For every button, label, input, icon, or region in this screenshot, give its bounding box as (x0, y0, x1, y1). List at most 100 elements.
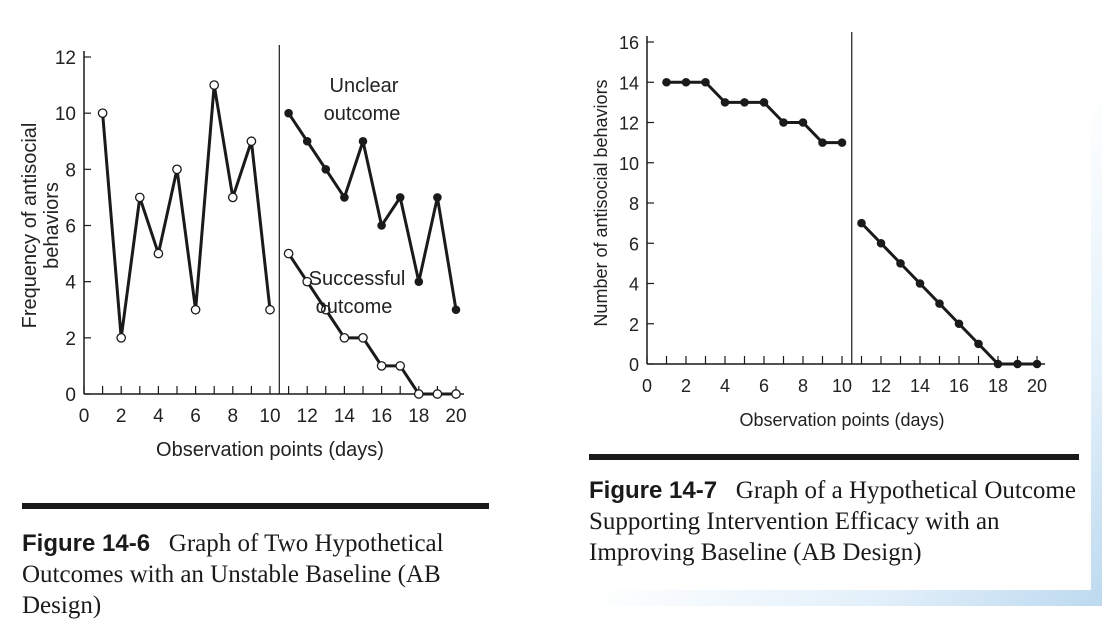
data-point (284, 108, 293, 118)
data-point (246, 136, 257, 147)
figure-14-7-panel: 0 2 4 6 8 10 12 14 16 18 20 0 2 4 6 8 10 12 14 16 Observatio… (565, 18, 1091, 590)
data-point (134, 192, 145, 203)
data-point (1032, 359, 1042, 369)
data-point (116, 332, 127, 343)
data-point (413, 389, 424, 399)
annotation-label: Successful (309, 268, 406, 290)
data-point (172, 164, 182, 175)
series-line (101, 83, 272, 340)
x-tick-label: 10 (832, 376, 852, 396)
y-tick-label: 8 (65, 160, 76, 181)
x-tick-label: 4 (720, 376, 730, 396)
annotation-label: outcome (316, 296, 393, 318)
data-point (974, 339, 983, 349)
data-point (701, 77, 710, 87)
data-point (320, 304, 331, 315)
data-point (451, 389, 461, 399)
x-tick-label: 16 (371, 406, 392, 427)
figure-label: Figure 14-7 (589, 477, 718, 504)
data-point (1013, 359, 1022, 369)
y-tick-label: 8 (629, 194, 639, 214)
data-point (993, 359, 1003, 369)
x-tick-label: 6 (759, 376, 769, 396)
x-axis-label: Observation points (days) (156, 439, 384, 461)
x-tick-label: 10 (259, 406, 280, 427)
data-point (283, 248, 294, 259)
x-tick-label: 18 (408, 406, 429, 427)
y-tick-label: 0 (629, 355, 639, 375)
x-tick-label: 0 (79, 406, 90, 427)
x-tick-label: 20 (1027, 376, 1047, 396)
y-tick-label: 4 (629, 275, 639, 295)
y-axis-label: Frequency of antisocialbehaviors (19, 123, 63, 329)
figure-caption-text: Graph of a Hypothetical Outcome Supporti… (589, 477, 1076, 566)
y-tick-label: 6 (629, 234, 639, 254)
data-point (302, 136, 312, 146)
data-point (414, 277, 424, 286)
data-point (662, 77, 671, 87)
data-point (209, 80, 220, 90)
y-tick-label: 14 (619, 73, 639, 93)
data-point (915, 279, 925, 288)
x-tick-label: 14 (334, 406, 356, 427)
data-point (759, 98, 769, 107)
data-point (395, 193, 405, 202)
data-point (451, 305, 461, 315)
x-tick-label: 16 (949, 376, 969, 396)
y-tick-label: 16 (619, 33, 639, 53)
data-point (818, 138, 827, 147)
data-point (265, 304, 275, 315)
data-point (798, 118, 808, 127)
data-point (857, 218, 866, 228)
annotation-label: Unclear (330, 75, 399, 97)
y-axis-label-line: behaviors (41, 182, 63, 269)
y-axis-label-line: Frequency of antisocial (19, 123, 41, 329)
chart-unstable-baseline: 0 2 4 6 8 10 12 14 16 18 20 0 2 4 6 8 10 12 Observation po… (19, 45, 467, 461)
data-point (433, 193, 442, 202)
data-point (837, 138, 847, 147)
figure-caption: Figure 14-6 Graph of Two Hypothetical Ou… (22, 528, 502, 621)
series-line (860, 222, 1037, 366)
data-point (190, 304, 201, 315)
x-tick-label: 2 (681, 376, 691, 396)
y-tick-label: 12 (619, 114, 639, 134)
x-tick-label: 6 (190, 406, 201, 427)
data-point (358, 332, 368, 343)
data-point (935, 299, 944, 308)
x-tick-label: 8 (798, 376, 808, 396)
figure-label: Figure 14-6 (22, 530, 151, 557)
caption-rule (22, 503, 489, 509)
figure-14-6-panel: 0 2 4 6 8 10 12 14 16 18 20 0 2 4 6 8 10 12 Observation po… (0, 0, 538, 619)
x-tick-label: 12 (297, 406, 318, 427)
series-line (287, 112, 458, 310)
data-point (395, 361, 406, 371)
data-point (302, 276, 313, 287)
data-point (97, 108, 108, 119)
y-axis-label: Number of antisocial behaviors (591, 79, 611, 326)
y-tick-label: 4 (65, 273, 76, 294)
data-point (896, 259, 905, 268)
data-point (340, 193, 349, 202)
x-tick-label: 4 (153, 406, 164, 427)
data-point (720, 98, 730, 107)
annotation-label: outcome (324, 103, 401, 125)
x-tick-label: 14 (910, 376, 930, 396)
data-point (432, 389, 443, 399)
series-line (666, 80, 842, 145)
y-tick-label: 2 (629, 315, 639, 335)
data-point (376, 361, 387, 371)
data-point (227, 192, 238, 203)
x-tick-label: 18 (988, 376, 1008, 396)
data-point (779, 118, 788, 127)
data-point (681, 77, 691, 87)
x-tick-label: 2 (116, 406, 127, 427)
data-point (377, 221, 386, 230)
x-tick-label: 0 (642, 376, 652, 396)
figure-caption: Figure 14-7 Graph of a Hypothetical Outc… (589, 475, 1081, 568)
data-point (358, 136, 368, 146)
y-tick-label: 12 (55, 48, 76, 69)
data-point (321, 165, 331, 174)
x-tick-label: 8 (228, 406, 239, 427)
caption-rule (589, 454, 1079, 460)
y-tick-label: 2 (65, 329, 76, 350)
